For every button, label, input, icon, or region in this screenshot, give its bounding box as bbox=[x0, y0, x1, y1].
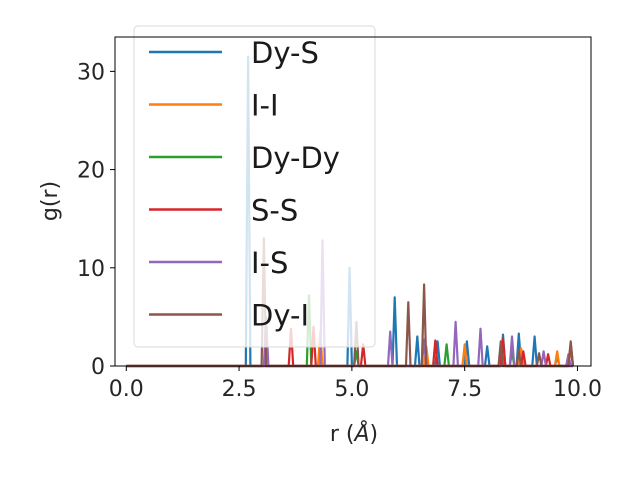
y-tick-label: 0 bbox=[91, 355, 105, 380]
x-tick-label: 5.0 bbox=[334, 377, 369, 402]
legend: Dy-S I-I Dy-Dy S-S I-S Dy-I bbox=[133, 25, 376, 348]
x-axis-label: r (Å) bbox=[330, 420, 378, 447]
legend-label: I-S bbox=[251, 246, 288, 280]
legend-label: Dy-I bbox=[251, 299, 309, 333]
legend-label: I-I bbox=[251, 89, 279, 123]
x-tick-label: 0.0 bbox=[109, 377, 144, 402]
legend-label: Dy-S bbox=[251, 36, 319, 70]
y-tick-label: 10 bbox=[77, 257, 105, 282]
y-tick-label: 20 bbox=[77, 159, 105, 184]
legend-label: Dy-Dy bbox=[251, 141, 340, 175]
legend-frame bbox=[133, 25, 376, 348]
legend-entries: Dy-S I-I Dy-Dy S-S I-S Dy-I bbox=[149, 36, 340, 333]
y-axis: 0 10 20 30 bbox=[77, 60, 115, 380]
y-axis-label: g(r) bbox=[38, 181, 63, 221]
plot-frame bbox=[114, 36, 592, 367]
y-tick-label: 30 bbox=[77, 60, 105, 85]
legend-label: S-S bbox=[251, 194, 298, 228]
x-tick-label: 2.5 bbox=[222, 377, 257, 402]
x-tick-label: 7.5 bbox=[447, 377, 482, 402]
x-tick-label: 10.0 bbox=[553, 377, 602, 402]
x-axis: 0.0 2.5 5.0 7.5 10.0 bbox=[109, 366, 602, 402]
